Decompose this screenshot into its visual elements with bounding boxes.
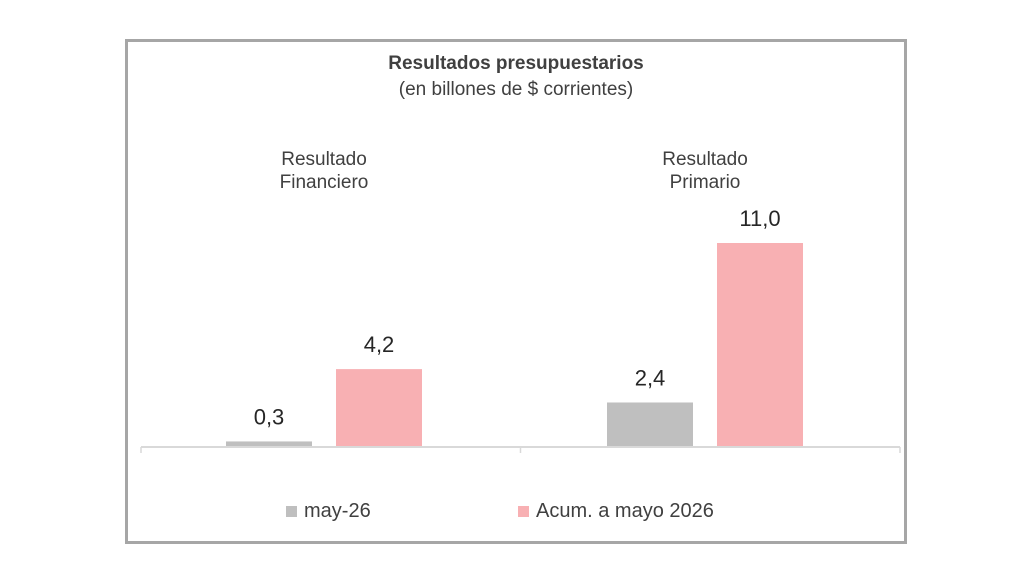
data-label: 2,4	[635, 365, 666, 390]
legend-swatch-1	[518, 506, 529, 517]
bar-acumulado-0	[336, 369, 422, 447]
category-label: Resultado Primario	[662, 149, 748, 193]
category-label: Resultado Financiero	[280, 149, 369, 193]
data-label: 4,2	[364, 332, 395, 357]
data-label: 11,0	[739, 206, 780, 231]
bar-may-26-0	[226, 441, 312, 447]
chart-subtitle: (en billones de $ corrientes)	[399, 79, 633, 100]
legend-swatch-0	[286, 506, 297, 517]
chart-frame: Resultados presupuestarios (en billones …	[125, 39, 907, 544]
chart-title: Resultados presupuestarios	[388, 53, 644, 74]
data-label: 0,3	[254, 404, 285, 429]
budget-results-chart: Resultados presupuestarios (en billones …	[140, 53, 901, 522]
bar-may-26-1	[607, 402, 693, 447]
bar-acumulado-1	[717, 243, 803, 447]
legend-label-0: may-26	[304, 500, 371, 522]
legend-label-1: Acum. a mayo 2026	[536, 500, 714, 522]
